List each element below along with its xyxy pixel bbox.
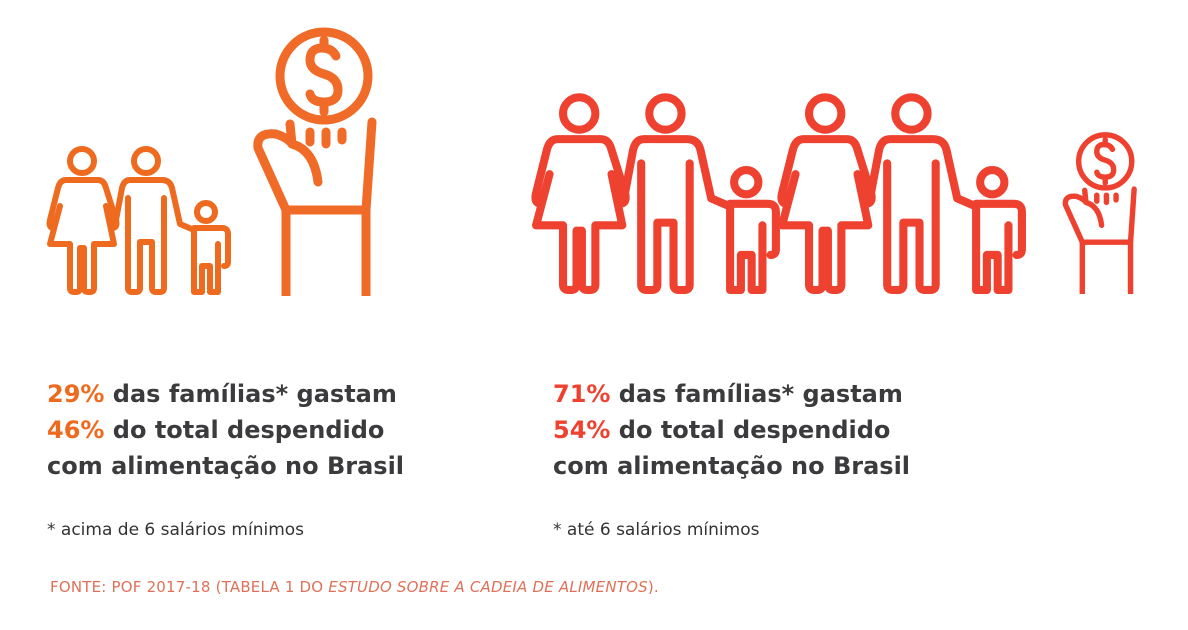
right-note: * até 6 salários mínimos	[553, 520, 760, 540]
right-stat: 71% das famílias* gastam 54% do total de…	[553, 376, 910, 484]
right-line1: das famílias* gastam	[610, 380, 903, 408]
left-line3: com alimentação no Brasil	[47, 452, 405, 480]
left-stat: 29% das famílias* gastam 46% do total de…	[47, 376, 404, 484]
left-line1: das famílias* gastam	[104, 380, 397, 408]
hand-coin-icon	[1058, 118, 1144, 294]
source-suffix: ).	[647, 578, 659, 596]
source-note: FONTE: POF 2017-18 (TABELA 1 DO ESTUDO S…	[50, 578, 659, 596]
left-note: * acima de 6 salários mínimos	[47, 520, 305, 540]
source-prefix: FONTE: POF 2017-18 (TABELA 1 DO	[50, 578, 329, 596]
left-pct-families: 29%	[47, 380, 105, 408]
source-title: ESTUDO SOBRE A CADEIA DE ALIMENTOS	[328, 578, 648, 596]
left-pct-spending: 46%	[47, 416, 105, 444]
family-icon	[44, 144, 234, 296]
left-line2: do total despendido	[104, 416, 385, 444]
right-line2: do total despendido	[610, 416, 891, 444]
right-line3: com alimentação no Brasil	[553, 452, 911, 480]
family-icon	[528, 90, 784, 296]
right-pct-spending: 54%	[553, 416, 611, 444]
family-icon	[774, 90, 1030, 296]
hand-coin-icon	[252, 4, 382, 296]
right-pct-families: 71%	[553, 380, 611, 408]
